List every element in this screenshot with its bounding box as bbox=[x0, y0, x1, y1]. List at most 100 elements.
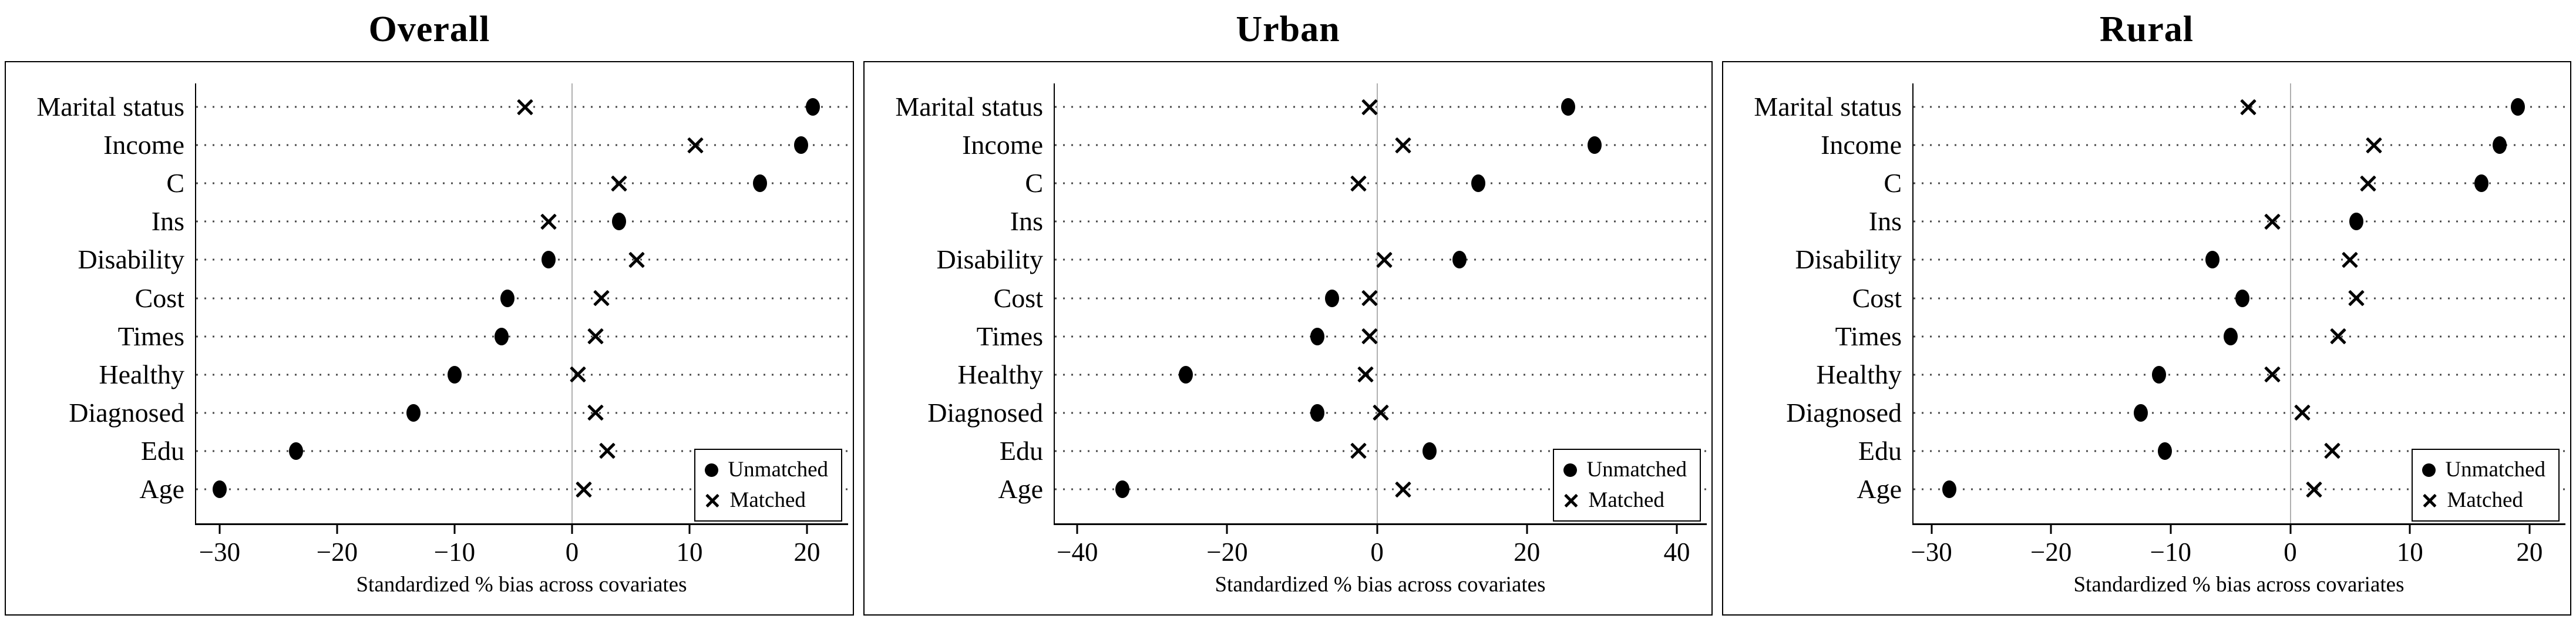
zero-reference-line bbox=[571, 83, 573, 523]
matched-marker bbox=[2359, 174, 2377, 192]
panel-urban: Urban Marital status Income C Ins Disability… bbox=[863, 0, 1713, 622]
legend-item-matched: Matched bbox=[2422, 487, 2545, 513]
legend-label-unmatched: Unmatched bbox=[2445, 458, 2545, 482]
x-tick-mark bbox=[2528, 525, 2531, 534]
category-gridline bbox=[196, 374, 848, 376]
category-gridline bbox=[196, 297, 848, 299]
category-gridline bbox=[1055, 335, 1707, 338]
x-tick-mark bbox=[218, 525, 221, 534]
x-tick-mark bbox=[2170, 525, 2172, 534]
category-label: Times bbox=[1835, 321, 1902, 351]
unmatched-marker bbox=[448, 365, 462, 384]
matched-marker bbox=[2341, 251, 2359, 268]
plot-area: Marital status Income C Ins Disability Cost Ti… bbox=[895, 83, 1707, 567]
category-label: Age bbox=[998, 474, 1043, 504]
category-label: Age bbox=[139, 474, 184, 504]
category-label: C bbox=[1025, 168, 1043, 199]
category-label: Income bbox=[1821, 130, 1902, 160]
x-tick-mark bbox=[1376, 525, 1378, 534]
unmatched-marker bbox=[1471, 174, 1485, 193]
x-tick-label: 10 bbox=[2396, 537, 2423, 567]
unmatched-marker bbox=[2349, 213, 2363, 231]
category-label: Marital status bbox=[895, 92, 1043, 122]
category-label: Healthy bbox=[99, 359, 184, 389]
legend-label-matched: Matched bbox=[2447, 488, 2523, 512]
category-gridline bbox=[196, 450, 848, 452]
matched-marker bbox=[1376, 251, 1393, 268]
category-gridline bbox=[196, 488, 848, 490]
matched-marker bbox=[598, 442, 616, 460]
category-gridline bbox=[1055, 258, 1707, 261]
plot-frame: Marital status Income C Ins Disability Cost Ti… bbox=[863, 61, 1713, 616]
plot-frame: Marital status Income C Ins Disability Cost Ti… bbox=[1722, 61, 2571, 616]
category-gridline bbox=[196, 182, 848, 184]
category-gridline bbox=[1913, 144, 2565, 146]
category-gridline bbox=[1055, 297, 1707, 299]
matched-marker bbox=[569, 366, 587, 384]
x-tick-label: 0 bbox=[565, 537, 579, 567]
matched-marker bbox=[2329, 328, 2347, 345]
category-gridline bbox=[1055, 220, 1707, 223]
x-axis-label: Standardized % bias across covariates bbox=[2073, 573, 2405, 597]
x-tick-mark bbox=[571, 525, 573, 534]
legend-label-matched: Matched bbox=[1588, 488, 1664, 512]
category-label: Ins bbox=[1868, 206, 1902, 237]
x-tick-mark bbox=[2050, 525, 2052, 534]
unmatched-marker bbox=[2157, 442, 2172, 460]
category-gridline bbox=[196, 412, 848, 414]
x-tick-label: −20 bbox=[316, 537, 358, 567]
matched-marker bbox=[1361, 98, 1378, 116]
unmatched-marker bbox=[1561, 98, 1575, 116]
x-tick-label: 10 bbox=[676, 537, 703, 567]
unmatched-marker bbox=[495, 327, 509, 345]
unmatched-marker bbox=[753, 174, 767, 193]
x-tick-label: −20 bbox=[2030, 537, 2072, 567]
matched-marker bbox=[516, 98, 534, 116]
unmatched-marker-icon bbox=[1563, 463, 1578, 477]
category-label: Income bbox=[962, 130, 1043, 160]
x-tick-mark bbox=[2409, 525, 2411, 534]
matched-marker bbox=[1394, 480, 1412, 498]
category-gridline bbox=[1055, 144, 1707, 146]
unmatched-marker bbox=[2510, 98, 2525, 116]
category-gridline bbox=[196, 220, 848, 223]
unmatched-marker bbox=[1310, 404, 1324, 422]
x-tick-label: −30 bbox=[199, 537, 241, 567]
x-tick-mark bbox=[1226, 525, 1228, 534]
unmatched-marker bbox=[1452, 251, 1467, 269]
x-axis-label: Standardized % bias across covariates bbox=[1215, 573, 1546, 597]
category-label: Healthy bbox=[1816, 359, 1902, 389]
matched-marker bbox=[687, 136, 704, 154]
matched-marker bbox=[1372, 404, 1390, 422]
panel-title: Overall bbox=[368, 9, 490, 49]
x-tick-label: −20 bbox=[1206, 537, 1248, 567]
unmatched-marker bbox=[1115, 480, 1129, 498]
category-gridline bbox=[1913, 488, 2565, 490]
category-label: Diagnosed bbox=[927, 397, 1043, 428]
category-gridline bbox=[1913, 412, 2565, 414]
category-label: Cost bbox=[1852, 283, 1902, 313]
x-tick-label: −10 bbox=[2150, 537, 2192, 567]
category-label: Income bbox=[103, 130, 184, 160]
category-label: Edu bbox=[999, 435, 1043, 466]
unmatched-marker bbox=[2492, 136, 2507, 154]
category-gridline bbox=[1913, 450, 2565, 452]
unmatched-marker bbox=[1942, 480, 1957, 498]
unmatched-marker bbox=[2474, 174, 2489, 193]
unmatched-marker-icon bbox=[2422, 463, 2436, 477]
x-tick-mark bbox=[806, 525, 808, 534]
category-label: Disability bbox=[78, 244, 184, 275]
category-gridline bbox=[1913, 182, 2565, 184]
matched-marker bbox=[628, 251, 645, 268]
unmatched-marker bbox=[1587, 136, 1602, 154]
x-tick-mark bbox=[1931, 525, 1933, 534]
category-label: C bbox=[1884, 168, 1902, 199]
matched-marker bbox=[2323, 442, 2341, 460]
legend-item-matched: Matched bbox=[705, 487, 828, 513]
matched-marker bbox=[587, 328, 604, 345]
x-tick-label: 20 bbox=[1514, 537, 1541, 567]
zero-reference-line bbox=[2289, 83, 2291, 523]
legend: Unmatched Matched bbox=[2412, 449, 2560, 522]
x-tick-label: −30 bbox=[1911, 537, 1952, 567]
matched-marker bbox=[1361, 328, 1378, 345]
